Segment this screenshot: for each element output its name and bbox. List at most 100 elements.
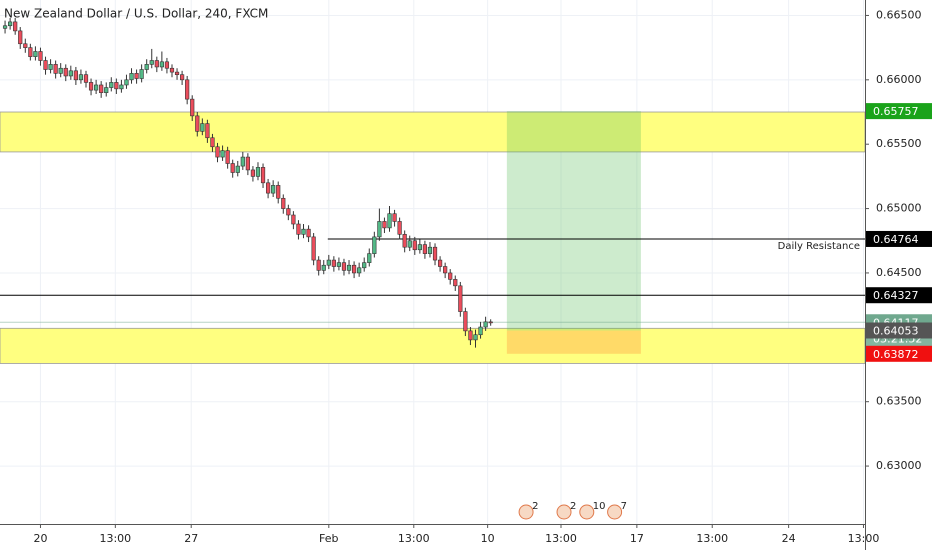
candle-body xyxy=(255,167,261,177)
candle-body xyxy=(109,82,114,88)
candle-body xyxy=(210,137,215,148)
candle-body xyxy=(448,272,453,280)
candle-body xyxy=(195,115,200,132)
event-count: 7 xyxy=(621,501,627,512)
price-tag-box xyxy=(866,103,932,120)
candle-body xyxy=(412,240,417,251)
candle-body xyxy=(73,70,78,81)
candle-body xyxy=(245,156,250,171)
candle-body xyxy=(13,21,18,32)
candle-body xyxy=(94,84,99,91)
event-icon xyxy=(518,504,534,520)
x-tick-label: 13:00 xyxy=(99,532,131,545)
candle-body xyxy=(48,64,53,70)
candle-body xyxy=(124,79,129,86)
stop-area xyxy=(506,330,641,354)
candle-body xyxy=(458,285,463,312)
candle-body xyxy=(23,43,28,48)
line-label: Daily Resistance xyxy=(778,241,860,252)
x-tick-label: 13:00 xyxy=(545,532,577,545)
candle-body xyxy=(174,71,180,75)
candle-body xyxy=(468,330,473,341)
candle-body xyxy=(306,228,311,238)
candle-body xyxy=(291,214,296,225)
candle-body xyxy=(473,334,478,341)
target-area xyxy=(506,111,641,331)
candle-body xyxy=(8,21,13,27)
candle-body xyxy=(417,244,422,251)
candle-body xyxy=(265,182,271,194)
zone xyxy=(0,111,866,153)
candle-body xyxy=(230,163,235,173)
candle-body xyxy=(367,253,372,263)
price-tag: 0.64327 xyxy=(873,289,919,302)
candle-body xyxy=(488,321,493,324)
candle-body xyxy=(377,221,382,238)
x-tick-label: 27 xyxy=(184,532,198,545)
price-tag-box xyxy=(866,345,932,362)
candle-body xyxy=(164,61,170,69)
price-tag-box xyxy=(866,287,932,304)
x-tick-label: 13:00 xyxy=(398,532,430,545)
x-tick-label: 13:00 xyxy=(696,532,728,545)
candle-body xyxy=(341,262,347,271)
event-icon xyxy=(556,504,572,520)
candle-body xyxy=(205,123,210,139)
candle-body xyxy=(362,262,367,269)
candle-body xyxy=(271,185,276,194)
candle-body xyxy=(357,267,362,274)
candle-body xyxy=(220,150,225,158)
candle-body xyxy=(139,69,144,79)
candle-body xyxy=(372,236,377,254)
candle-body xyxy=(2,25,8,29)
candle-body xyxy=(427,246,433,254)
candle-body xyxy=(169,67,175,73)
candle-body xyxy=(260,167,266,184)
candle-body xyxy=(144,64,149,70)
candle-body xyxy=(392,213,397,222)
event-count: 2 xyxy=(532,501,538,512)
candle-body xyxy=(215,146,220,158)
candle-body xyxy=(68,70,73,77)
candle-body xyxy=(407,240,412,248)
candle-body xyxy=(63,67,68,77)
candle-body xyxy=(326,259,331,266)
candle-body xyxy=(88,82,94,91)
candle-body xyxy=(129,73,134,81)
candle-body xyxy=(225,150,230,164)
candle-body xyxy=(321,264,326,271)
y-tick-label: 0.63500 xyxy=(876,395,922,408)
y-tick-label: 0.66500 xyxy=(876,8,922,21)
candle-body xyxy=(18,30,23,45)
candle-body xyxy=(336,262,342,267)
y-tick-label: 0.64500 xyxy=(876,266,922,279)
candle-body xyxy=(104,87,109,93)
candle-body xyxy=(185,79,190,100)
candle-body xyxy=(453,279,458,287)
y-tick-label: 0.66000 xyxy=(876,73,922,86)
candle-body xyxy=(240,156,245,167)
candle-body xyxy=(28,47,33,57)
candle-body xyxy=(33,51,38,57)
candle-body xyxy=(99,84,104,93)
candle-body xyxy=(483,321,488,328)
x-tick-label: 10 xyxy=(481,532,495,545)
candle-body xyxy=(38,51,43,61)
candle-body xyxy=(149,60,154,65)
candle-body xyxy=(154,60,159,68)
candle-body xyxy=(159,61,164,68)
candle-body xyxy=(382,221,387,229)
candle-body xyxy=(114,82,119,90)
price-tag-box xyxy=(866,230,932,247)
candle-body xyxy=(437,259,443,267)
candle-body xyxy=(346,264,352,271)
zone xyxy=(0,327,866,364)
candle-body xyxy=(463,311,468,332)
candle-body xyxy=(397,221,402,235)
candle-body xyxy=(296,223,301,235)
event-count: 10 xyxy=(593,501,606,512)
candle-body xyxy=(478,326,483,336)
candle-body xyxy=(200,123,205,132)
